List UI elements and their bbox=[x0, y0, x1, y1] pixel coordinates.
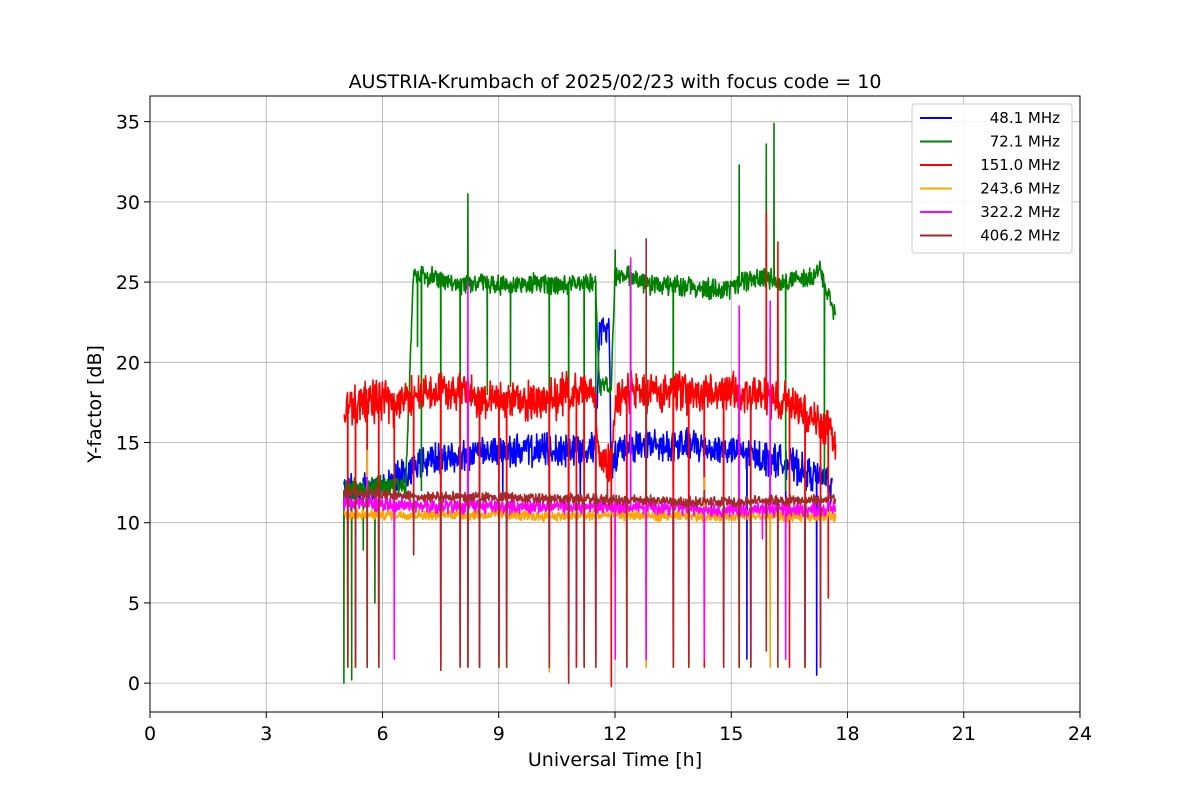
legend-label: 72.1 MHz bbox=[990, 133, 1060, 151]
legend-label: 48.1 MHz bbox=[990, 109, 1060, 127]
y-tick-label: 35 bbox=[116, 112, 140, 134]
legend-label: 151.0 MHz bbox=[980, 156, 1060, 174]
x-tick-label: 6 bbox=[376, 723, 388, 745]
y-tick-label: 30 bbox=[116, 192, 140, 214]
x-tick-label: 21 bbox=[952, 723, 976, 745]
legend-label: 243.6 MHz bbox=[980, 180, 1060, 198]
series-line bbox=[343, 212, 837, 688]
legend: 48.1 MHz 72.1 MHz 151.0 MHz 243.6 MHz 322.2 … bbox=[911, 103, 1073, 254]
x-tick-label: 0 bbox=[144, 723, 156, 745]
y-axis-label: Y-factor [dB] bbox=[84, 345, 106, 464]
y-tick-label: 15 bbox=[116, 433, 140, 455]
x-tick-label: 12 bbox=[603, 723, 627, 745]
legend-label: 406.2 MHz bbox=[980, 227, 1060, 245]
x-axis-label: Universal Time [h] bbox=[528, 749, 702, 771]
y-tick-label: 20 bbox=[116, 352, 140, 374]
legend-label: 322.2 MHz bbox=[980, 203, 1060, 221]
y-tick-label: 10 bbox=[116, 513, 140, 535]
x-tick-label: 15 bbox=[719, 723, 743, 745]
ticks: 0 3 6 9 12 15 18 21 24 0 5 10 15 20 25 30 35 bbox=[116, 112, 1092, 745]
y-tick-label: 25 bbox=[116, 272, 140, 294]
x-tick-label: 18 bbox=[835, 723, 859, 745]
x-tick-label: 3 bbox=[260, 723, 272, 745]
chart-title: AUSTRIA-Krumbach of 2025/02/23 with focu… bbox=[349, 71, 882, 93]
y-tick-label: 0 bbox=[128, 673, 140, 695]
x-tick-label: 24 bbox=[1068, 723, 1092, 745]
series-layer bbox=[343, 122, 837, 688]
x-tick-label: 9 bbox=[493, 723, 505, 745]
y-tick-label: 5 bbox=[128, 593, 140, 615]
series-line bbox=[343, 238, 837, 684]
series-line bbox=[343, 317, 833, 676]
series-line bbox=[343, 122, 837, 684]
